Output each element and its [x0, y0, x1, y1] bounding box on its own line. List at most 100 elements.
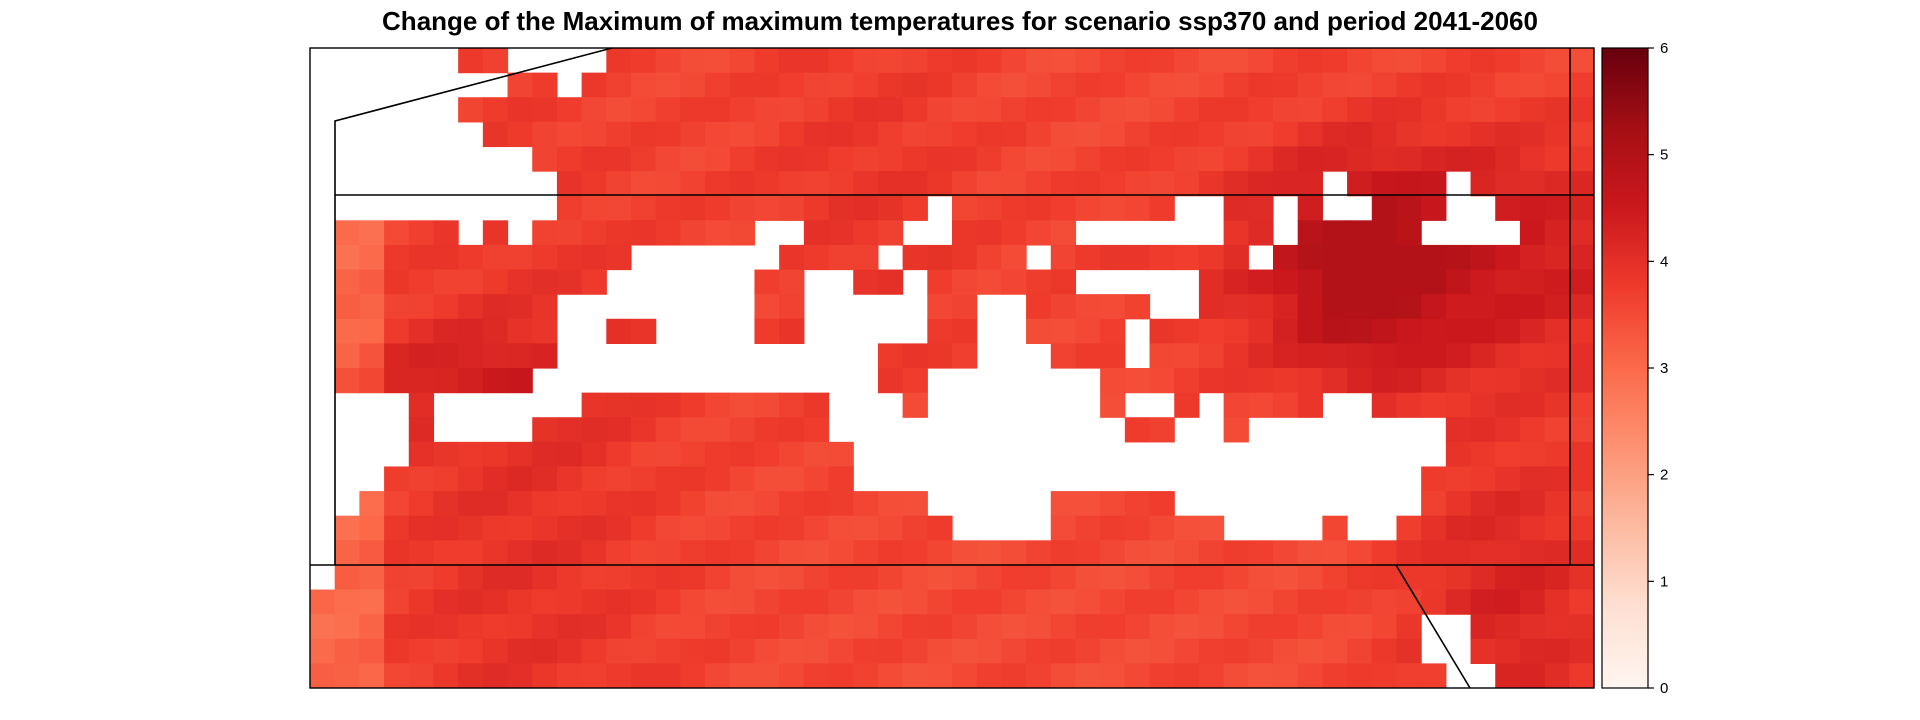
grid-cell [1519, 171, 1546, 197]
grid-cell [1174, 171, 1200, 197]
grid-cell [631, 195, 657, 221]
grid-cell [1001, 48, 1027, 74]
grid-cell [631, 638, 657, 664]
grid-cell [359, 491, 385, 517]
grid-cell [507, 318, 533, 344]
grid-cell [458, 97, 484, 123]
grid-cell [1544, 171, 1570, 197]
grid-cell [705, 121, 731, 148]
grid-cell [1297, 97, 1323, 123]
grid-cell [1124, 195, 1151, 221]
grid-cell [1544, 441, 1570, 468]
grid-cell [1223, 171, 1249, 197]
grid-cell [1198, 294, 1225, 320]
grid-cell [433, 244, 459, 271]
grid-cell [1322, 72, 1348, 98]
grid-cell [1248, 614, 1274, 640]
grid-cell [1001, 220, 1027, 246]
grid-cell [779, 244, 805, 271]
grid-cell [1075, 294, 1101, 320]
grid-cell [1174, 564, 1200, 591]
grid-cell [1248, 146, 1274, 172]
grid-cell [779, 614, 805, 640]
grid-cell [458, 564, 484, 591]
grid-cell [482, 318, 509, 344]
grid-cell [828, 195, 854, 221]
grid-cell [1569, 343, 1594, 369]
grid-cell [705, 589, 731, 615]
grid-cell [1495, 540, 1521, 566]
grid-cell [581, 564, 607, 591]
grid-cell [408, 269, 435, 295]
grid-cell [1026, 269, 1052, 295]
grid-cell [779, 589, 805, 615]
grid-cell [1544, 392, 1570, 418]
grid-cell [1470, 48, 1496, 74]
grid-cell [1421, 269, 1447, 295]
grid-cell [482, 220, 509, 246]
grid-cell [606, 491, 632, 517]
grid-cell [384, 638, 410, 664]
grid-cell [1001, 589, 1027, 615]
grid-cell [902, 48, 928, 74]
grid-cell [1297, 48, 1323, 74]
grid-cell [1495, 72, 1521, 98]
grid-cell [1223, 540, 1249, 566]
grid-cell [1248, 638, 1274, 664]
grid-cell [532, 515, 558, 541]
grid-cell [1198, 171, 1225, 197]
grid-cell [754, 318, 780, 344]
grid-cell [705, 220, 731, 246]
grid-cell [1198, 614, 1225, 640]
grid-cell [877, 663, 904, 688]
grid-cell [779, 48, 805, 74]
grid-cell [1569, 294, 1594, 320]
grid-cell [581, 171, 607, 197]
grid-cell [1470, 589, 1496, 615]
grid-cell [606, 466, 632, 492]
grid-cell [976, 244, 1002, 271]
grid-cell [1124, 491, 1151, 517]
grid-cell [1396, 318, 1422, 344]
grid-cell [1347, 48, 1373, 74]
grid-cell [458, 343, 484, 369]
grid-cell [1421, 48, 1447, 74]
grid-cell [1223, 48, 1249, 74]
grid-cell [1322, 318, 1348, 344]
grid-cell [828, 663, 854, 688]
grid-cell [1026, 146, 1052, 172]
grid-cell [655, 491, 681, 517]
grid-cell [877, 368, 904, 394]
grid-cell [507, 638, 533, 664]
grid-cell [902, 244, 928, 271]
grid-cell [334, 294, 360, 320]
grid-cell [1322, 269, 1348, 295]
grid-cell [1124, 515, 1151, 541]
grid-cell [1174, 663, 1200, 688]
grid-cell [729, 392, 756, 418]
grid-cell [1075, 515, 1101, 541]
grid-cell [1297, 220, 1323, 246]
grid-cell [507, 97, 533, 123]
grid-cell [705, 146, 731, 172]
grid-cell [1001, 614, 1027, 640]
grid-cell [1297, 244, 1323, 271]
grid-cell [1001, 564, 1027, 591]
grid-cell [853, 663, 879, 688]
grid-cell [680, 146, 706, 172]
grid-cell [1569, 638, 1594, 664]
grid-cell [705, 515, 731, 541]
grid-cell [1248, 589, 1274, 615]
grid-cell [408, 540, 435, 566]
grid-cell [1322, 244, 1348, 271]
grid-cell [655, 638, 681, 664]
grid-cell [1174, 515, 1200, 541]
grid-cell [1569, 195, 1594, 221]
grid-cell [705, 171, 731, 197]
grid-cell [754, 564, 780, 591]
grid-cell [1248, 121, 1274, 148]
grid-cell [1223, 663, 1249, 688]
grid-cell [1273, 72, 1299, 98]
grid-cell [1371, 589, 1398, 615]
grid-cell [1569, 392, 1594, 418]
